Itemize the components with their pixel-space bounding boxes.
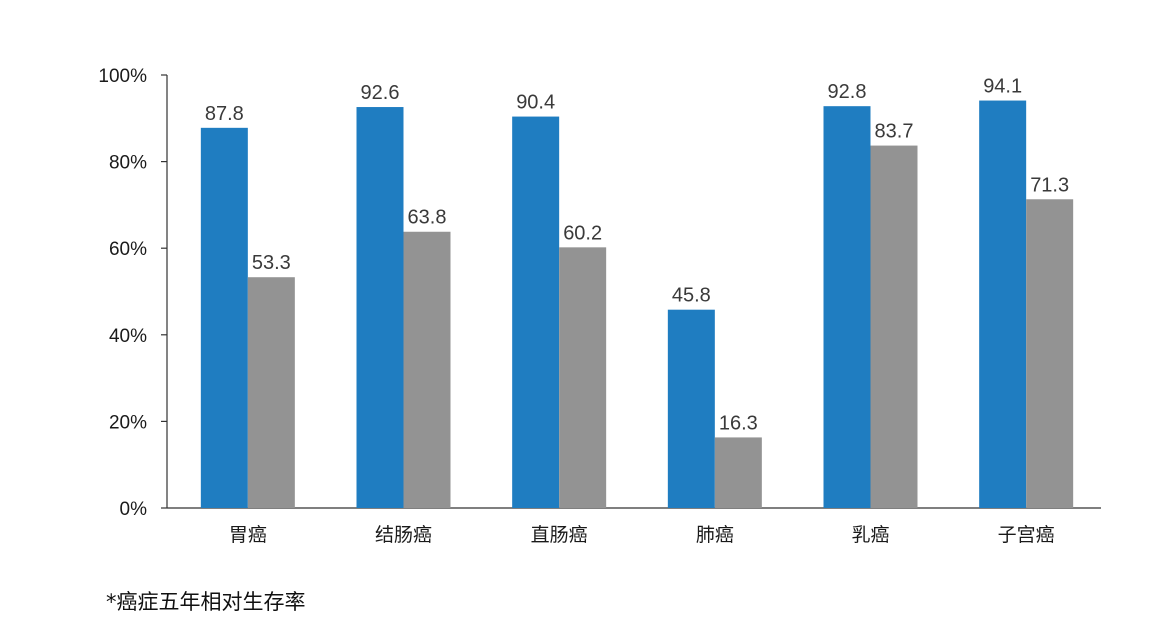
bar-series-1 (823, 106, 871, 509)
bar-series-1 (200, 127, 248, 509)
y-tick-label: 40% (109, 326, 147, 347)
bar-series-1 (356, 107, 404, 509)
bar-series-2 (714, 437, 762, 508)
bar-series-2 (559, 247, 607, 509)
bar-series-1 (667, 309, 715, 508)
category-label: 子宫癌 (998, 524, 1055, 546)
bar-series-2 (870, 145, 918, 509)
data-label: 92.8 (828, 81, 867, 103)
data-label: 71.3 (1030, 174, 1069, 196)
footnote: *癌症五年相对生存率 (106, 590, 306, 614)
category-label: 胃癌 (229, 524, 267, 546)
y-tick-label: 60% (109, 239, 147, 260)
data-label: 45.8 (672, 285, 711, 307)
y-tick-label: 100% (98, 66, 147, 87)
category-label: 肺癌 (696, 524, 734, 546)
data-label: 90.4 (516, 92, 555, 114)
y-tick-label: 0% (120, 499, 148, 520)
data-label: 60.2 (563, 222, 602, 244)
data-label: 63.8 (408, 207, 447, 229)
category-label: 乳癌 (851, 524, 889, 546)
data-label: 16.3 (719, 412, 758, 434)
chart-labels: 0% 20% 40% 60% 80% 100% 87.8 53.3 胃癌 92.6 63.8 结肠癌 9… (98, 66, 1069, 546)
category-label: 结肠癌 (375, 524, 432, 546)
bar-series-2 (247, 277, 295, 508)
data-label: 83.7 (875, 121, 914, 143)
data-label: 87.8 (205, 103, 244, 125)
y-tick-label: 20% (109, 412, 147, 433)
bar-series-2 (1026, 199, 1074, 508)
data-label: 94.1 (983, 76, 1022, 98)
bar-series-2 (403, 231, 451, 508)
bar-series-1 (512, 116, 560, 509)
chart-bars (200, 100, 1074, 509)
data-label: 53.3 (252, 252, 291, 274)
data-label: 92.6 (361, 82, 400, 104)
bar-series-1 (979, 100, 1027, 508)
chart-axes (161, 74, 1101, 509)
category-label: 直肠癌 (531, 524, 588, 546)
y-tick-label: 80% (109, 153, 147, 174)
